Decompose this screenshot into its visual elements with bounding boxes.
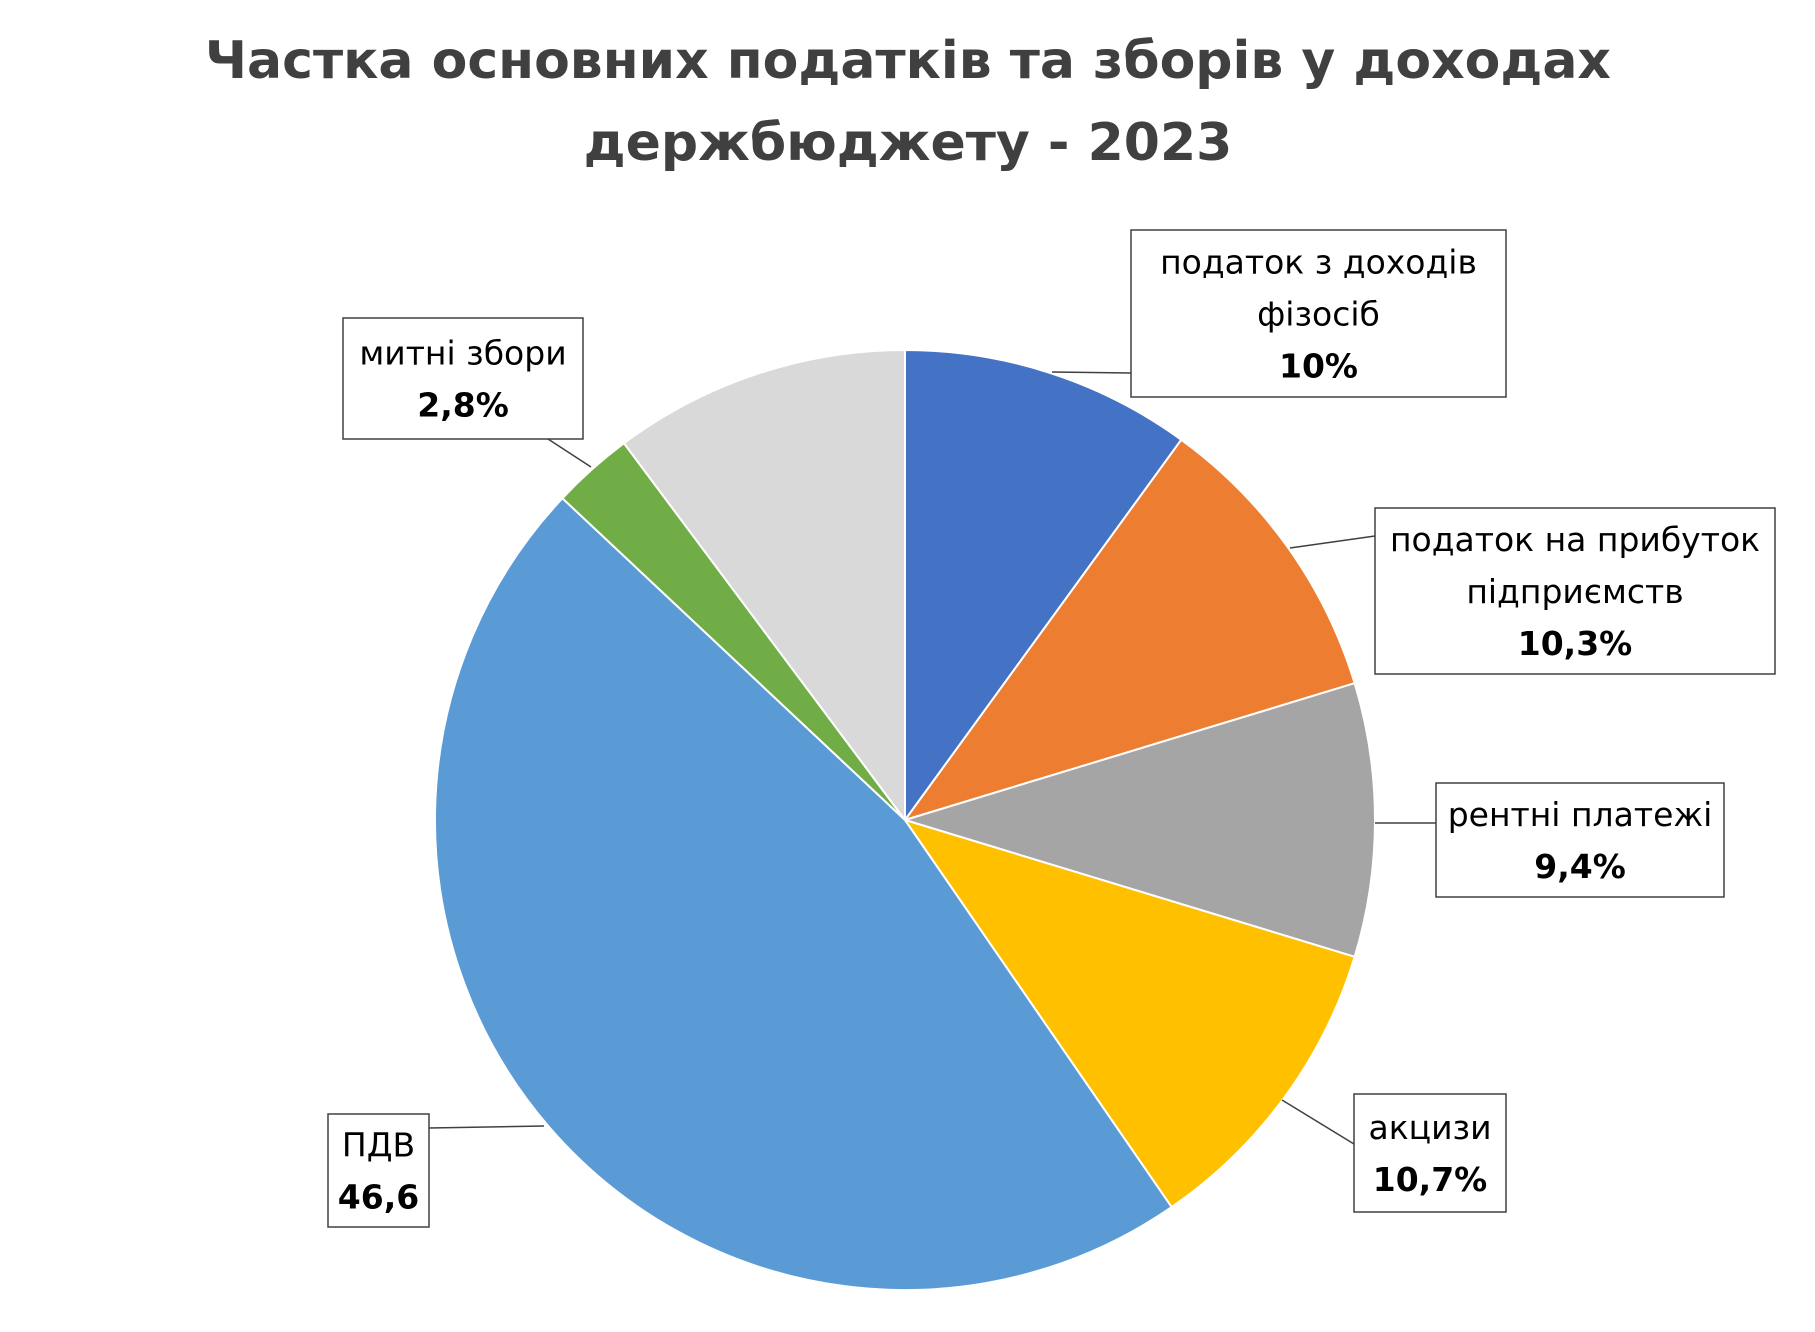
chart-title-line-2: держбюджету - 2023 <box>584 113 1233 173</box>
callout-customs: митні збори 2,8% <box>342 317 592 468</box>
pie-slice-profit <box>902 438 1356 822</box>
pie-slice-excise <box>902 818 1356 1209</box>
callout-box <box>1353 1093 1507 1213</box>
callout-value-label: 2,8% <box>417 386 509 425</box>
callout-box <box>342 317 584 440</box>
pie-slice-rent <box>901 681 1376 959</box>
callout-value-label: 46,6 <box>338 1178 419 1217</box>
callout-leader-line <box>547 438 592 468</box>
callout-category-label: підприємств <box>1466 572 1683 611</box>
callout-value-label: 9,4% <box>1534 847 1626 886</box>
pie-slice-vat <box>433 496 1174 1292</box>
callout-category-label: фізосіб <box>1257 295 1380 334</box>
pie-slice-other <box>622 348 906 824</box>
callout-category-label: митні збори <box>359 334 566 373</box>
callout-leader-line <box>428 1125 545 1129</box>
callout-leader-line <box>1281 1099 1355 1145</box>
callout-category-label: податок на прибуток <box>1390 520 1760 559</box>
callout-excise: акцизи 10,7% <box>1281 1093 1507 1213</box>
callout-leader-line <box>1051 371 1132 374</box>
callout-box <box>1374 507 1776 675</box>
callout-pdfo: податок з доходів фізосіб 10% <box>1051 229 1507 398</box>
pie-slice-pdfo <box>904 348 1183 824</box>
callout-value-label: 10,3% <box>1518 624 1633 663</box>
data-label-callouts: податок з доходів фізосіб 10% податок на пр… <box>327 229 1776 1228</box>
callout-vat: ПДВ 46,6 <box>327 1113 545 1228</box>
callout-box <box>327 1113 430 1228</box>
callout-category-label: акцизи <box>1368 1108 1491 1147</box>
callout-value-label: 10% <box>1279 347 1358 386</box>
callout-leader-line <box>1289 535 1376 549</box>
callout-category-label: рентні платежі <box>1448 795 1713 834</box>
callout-box <box>1130 229 1507 398</box>
callout-value-label: 10,7% <box>1373 1160 1488 1199</box>
chart-title-line-1: Частка основних податків та зборів у дох… <box>205 31 1611 91</box>
callout-rent: рентні платежі 9,4% <box>1375 782 1725 898</box>
pie-slices <box>433 348 1376 1292</box>
callout-box <box>1435 782 1725 898</box>
chart-title: Частка основних податків та зборів у дох… <box>205 31 1611 173</box>
callout-category-label: ПДВ <box>342 1126 415 1165</box>
callout-category-label: податок з доходів <box>1160 243 1477 282</box>
callout-profit: податок на прибуток підприємств 10,3% <box>1289 507 1776 675</box>
